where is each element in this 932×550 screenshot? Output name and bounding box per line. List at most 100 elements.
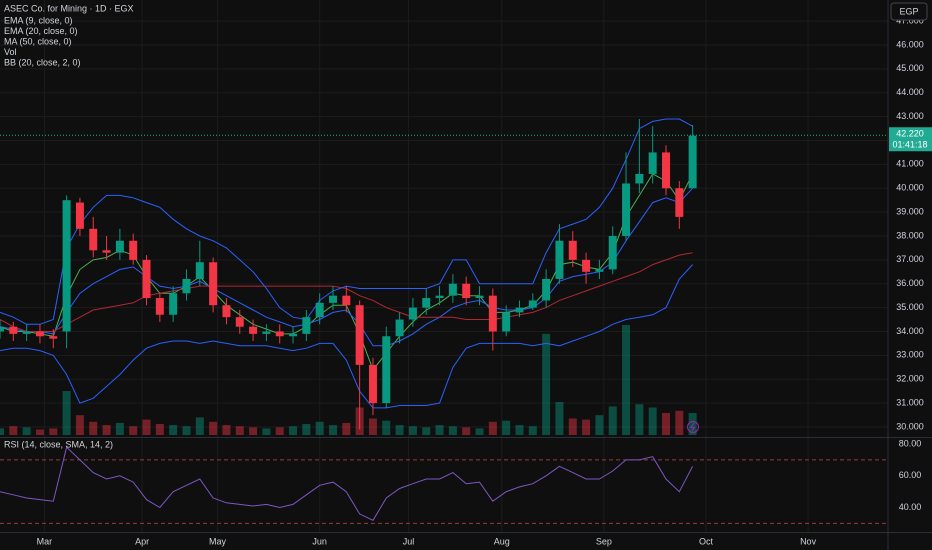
x-tick-label: Jun: [312, 536, 327, 546]
candle-body: [488, 295, 497, 332]
candle-body: [342, 295, 351, 306]
volume-bar: [115, 422, 124, 435]
volume-bar: [129, 426, 138, 435]
volume-bar: [209, 421, 218, 435]
volume-bar: [595, 415, 604, 435]
volume-bar: [0, 428, 4, 435]
candle-body: [355, 305, 364, 365]
y-tick-label: 80.00: [899, 438, 922, 448]
x-tick-label: Nov: [800, 536, 817, 546]
volume-bar: [289, 426, 298, 435]
legend-entry: MA (50, close, 0): [4, 36, 72, 46]
volume-bar: [408, 426, 417, 435]
volume-bar: [222, 425, 231, 435]
volume-bar: [688, 413, 697, 435]
pane-title: RSI (14, close, SMA, 14, 2): [4, 439, 113, 449]
x-tick-label: Mar: [37, 536, 53, 546]
candle-body: [448, 283, 457, 296]
event-icon[interactable]: [687, 421, 699, 433]
volume-bar: [528, 426, 537, 435]
x-tick-label: May: [209, 536, 227, 546]
bollinger-lower: [0, 264, 693, 409]
volume-bar: [329, 425, 337, 435]
candle-body: [595, 269, 604, 272]
candle-body: [542, 278, 551, 301]
candle-body: [422, 298, 431, 308]
candle-body: [195, 262, 204, 279]
volume-bar: [249, 427, 258, 435]
candle-body: [89, 228, 98, 251]
y-tick-label: 44.000: [896, 87, 924, 97]
volume-bar: [35, 429, 44, 435]
candle-body: [9, 326, 18, 334]
candle-body: [275, 331, 284, 337]
candle-body: [0, 326, 4, 332]
candle-body: [688, 135, 697, 189]
y-tick-label: 30.000: [896, 421, 924, 431]
candle-body: [315, 302, 324, 318]
candle-body: [289, 333, 298, 337]
countdown: 01:41:18: [892, 140, 927, 150]
y-tick-label: 39.000: [896, 206, 924, 216]
volume-bar: [182, 426, 191, 435]
volume-bar: [9, 426, 18, 435]
volume-bar: [675, 410, 684, 435]
y-tick-label: 46.000: [896, 39, 924, 49]
currency-button[interactable]: [890, 2, 928, 21]
chart-title: ASEC Co. for Mining · 1D · EGX: [4, 3, 134, 13]
volume-bar: [555, 402, 564, 435]
candle-body: [555, 240, 564, 279]
candle-body: [395, 319, 404, 337]
volume-bar: [22, 427, 31, 435]
candle-body: [515, 307, 524, 313]
volume-bar: [75, 415, 84, 435]
volume-bar: [488, 421, 497, 435]
candle-body: [115, 240, 124, 253]
volume-bar: [635, 404, 644, 435]
candle-body: [49, 336, 58, 339]
candle-body: [528, 300, 537, 308]
candle-body: [22, 331, 31, 334]
y-tick-label: 34.000: [896, 326, 924, 336]
volume-bar: [448, 426, 457, 435]
volume-bar: [475, 428, 484, 435]
y-tick-label: 35.000: [896, 302, 924, 312]
volume-bar: [502, 420, 511, 435]
legend-entry: EMA (20, close, 0): [4, 26, 78, 36]
candle-body: [635, 173, 644, 184]
legend-entry: BB (20, close, 2, 0): [4, 57, 81, 67]
candle-body: [648, 152, 657, 174]
candle-body: [568, 240, 577, 260]
candle-body: [249, 326, 258, 334]
candle-body: [302, 317, 311, 334]
volume-bar: [382, 420, 391, 435]
y-tick-label: 37.000: [896, 254, 924, 264]
volume-bar: [368, 418, 377, 435]
candle-body: [62, 200, 71, 332]
labels: 30.000 31.000 32.000 33.000 34.000 35.000 36.0…: [4, 3, 932, 546]
currency[interactable]: EGP: [899, 6, 918, 16]
volume-bar: [315, 421, 324, 435]
candle-body: [102, 250, 111, 253]
candle-body: [408, 307, 417, 320]
candle-body: [435, 295, 444, 299]
volume-bar: [275, 427, 284, 435]
candle-body: [382, 336, 391, 404]
volume-bar: [622, 325, 631, 435]
volume-bar: [169, 425, 178, 435]
y-tick-label: 40.00: [899, 502, 922, 512]
candle-body: [182, 278, 191, 294]
candle-body: [622, 183, 631, 236]
volume-bar: [568, 418, 577, 435]
y-tick-label: 47.000: [896, 16, 924, 26]
volume-bar: [435, 425, 444, 435]
event-icon-bolt: [690, 422, 695, 432]
last-price-label: 42.220: [896, 129, 924, 139]
candle-body: [368, 364, 377, 404]
candle-body: [462, 283, 471, 299]
candle-body: [235, 317, 244, 327]
x-tick-label: Jul: [403, 536, 415, 546]
candle-body: [608, 235, 617, 270]
volume-bar: [235, 426, 244, 435]
